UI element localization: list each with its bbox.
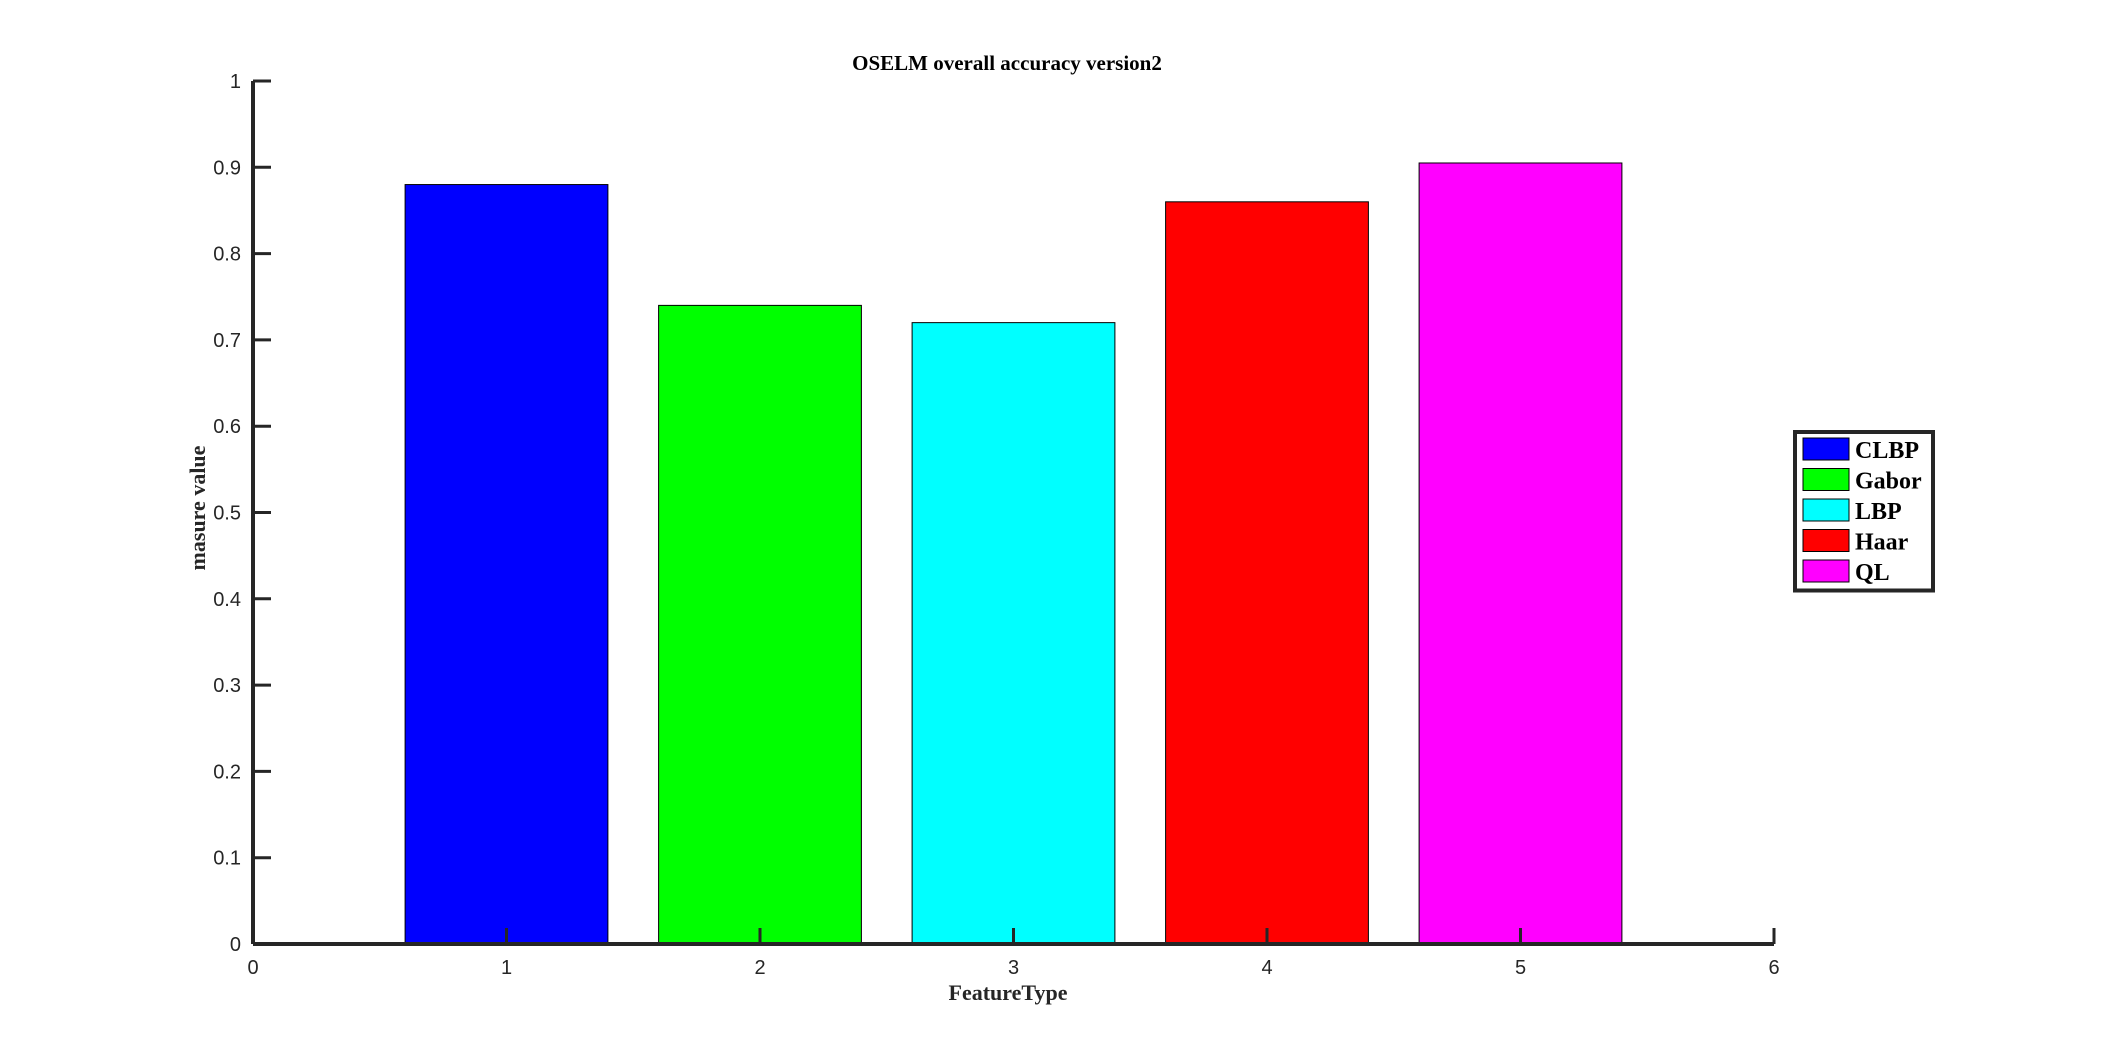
legend-label-gabor: Gabor [1855, 469, 1922, 495]
bar-ql [1418, 162, 1623, 945]
legend-label-ql: QL [1855, 560, 1890, 586]
x-tick-label: 5 [1515, 957, 1526, 979]
y-axis: 0 0.1 0.2 0.3 0.4 0.5 0.6 0.7 0.8 0.9 1 [213, 71, 271, 956]
y-tick-label: 0.2 [213, 761, 241, 783]
x-tick-label: 4 [1261, 957, 1272, 979]
x-tick-label: 3 [1008, 957, 1019, 979]
x-tick-label: 1 [501, 957, 512, 979]
bar-clbp [404, 184, 609, 945]
x-tick-label: 0 [247, 957, 258, 979]
y-tick-label: 1 [230, 71, 241, 93]
bar-haar [1165, 201, 1369, 945]
legend-swatch-lbp [1802, 498, 1850, 522]
legend-label-haar: Haar [1855, 530, 1909, 556]
legend-swatch-haar [1802, 529, 1850, 552]
legend: CLBP Gabor LBP Haar QL [1793, 430, 1935, 593]
y-tick-label: 0.6 [213, 416, 241, 438]
bar-gabor [658, 304, 862, 945]
y-tick-label: 0.4 [213, 589, 241, 611]
y-tick-label: 0.7 [213, 330, 241, 352]
x-axis-title: FeatureType [949, 980, 1068, 1005]
y-tick-label: 0.9 [213, 157, 241, 179]
legend-label-clbp: CLBP [1855, 438, 1919, 464]
y-tick-label: 0.5 [213, 503, 241, 525]
y-tick-label: 0.3 [213, 675, 241, 697]
y-tick-label: 0.8 [213, 244, 241, 266]
x-tick-label: 2 [754, 957, 765, 979]
y-tick-label: 0.1 [213, 848, 241, 870]
legend-label-lbp: LBP [1855, 499, 1902, 525]
y-tick-label: 0 [230, 934, 241, 956]
bar-lbp [911, 322, 1116, 945]
x-tick-label: 6 [1768, 957, 1779, 979]
bars-group [404, 162, 1623, 945]
x-axis: 0 1 2 3 4 5 6 [247, 928, 1780, 979]
legend-swatch-ql [1802, 559, 1850, 583]
legend-swatch-gabor [1802, 468, 1850, 491]
y-axis-title: masure value [185, 445, 210, 570]
chart-title: OSELM overall accuracy version2 [852, 51, 1162, 75]
legend-swatch-clbp [1802, 437, 1850, 461]
